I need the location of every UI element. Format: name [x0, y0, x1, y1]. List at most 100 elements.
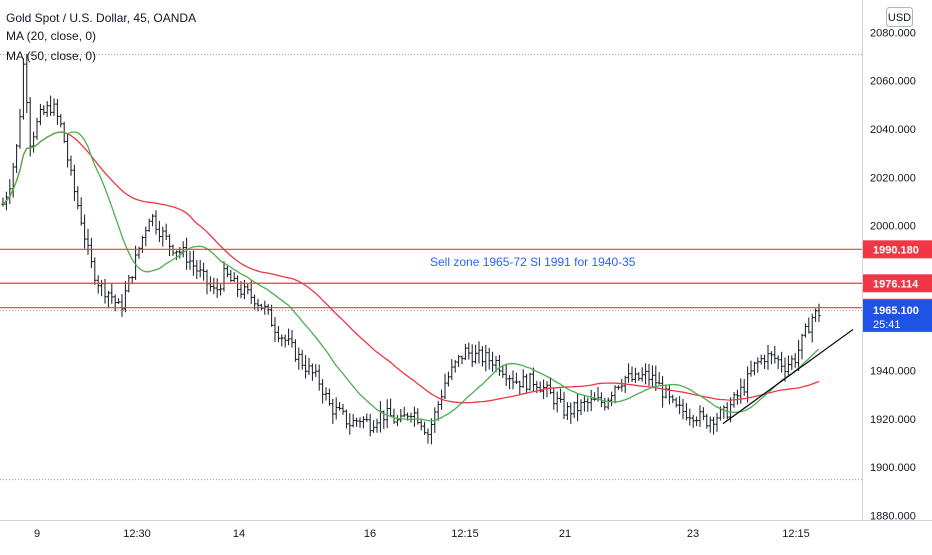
candle[interactable] [113, 294, 117, 312]
candle[interactable] [548, 377, 552, 394]
candle[interactable] [300, 349, 304, 370]
candle[interactable] [59, 113, 63, 128]
candle[interactable] [735, 389, 739, 405]
candle[interactable] [419, 419, 423, 431]
candle[interactable] [681, 398, 685, 420]
candle[interactable] [446, 371, 450, 387]
candle[interactable] [603, 397, 607, 411]
candle[interactable] [715, 412, 719, 432]
candle[interactable] [443, 373, 447, 400]
sell-zone-annotation[interactable]: Sell zone 1965-72 Sl 1991 for 1940-35 [430, 255, 636, 269]
candle[interactable] [416, 408, 420, 425]
candle[interactable] [93, 257, 97, 285]
candle[interactable] [763, 354, 767, 370]
candle[interactable] [198, 259, 202, 278]
candle[interactable] [164, 223, 168, 241]
candle[interactable] [290, 329, 294, 348]
candle[interactable] [671, 394, 675, 404]
candle[interactable] [86, 228, 90, 255]
candle[interactable] [355, 417, 359, 427]
candle[interactable] [38, 103, 42, 126]
candle[interactable] [725, 402, 729, 420]
candle[interactable] [450, 359, 454, 381]
candle[interactable] [606, 397, 610, 410]
candle[interactable] [661, 375, 665, 408]
candle[interactable] [616, 385, 620, 391]
candle[interactable] [429, 418, 433, 445]
candle[interactable] [21, 58, 25, 120]
candle[interactable] [691, 414, 695, 428]
time-axis[interactable]: 9 12:30 14 16 12:15 21 23 12:15 [34, 528, 810, 540]
candle[interactable] [219, 284, 223, 296]
candle[interactable] [266, 304, 270, 315]
candle[interactable] [32, 131, 36, 153]
candle[interactable] [395, 415, 399, 427]
candle[interactable] [385, 399, 389, 429]
candle[interactable] [531, 367, 535, 392]
candle[interactable] [501, 364, 505, 378]
candle[interactable] [28, 97, 32, 157]
candle[interactable] [402, 406, 406, 418]
candle[interactable] [480, 346, 484, 367]
candle[interactable] [35, 117, 39, 140]
candle[interactable] [344, 409, 348, 429]
candle[interactable] [518, 380, 522, 396]
candle[interactable] [586, 397, 590, 412]
candle[interactable] [317, 364, 321, 391]
candle[interactable] [327, 388, 331, 406]
candle[interactable] [657, 372, 661, 385]
candle[interactable] [457, 354, 461, 368]
candle[interactable] [688, 408, 692, 426]
candle[interactable] [426, 428, 430, 444]
candle[interactable] [72, 164, 76, 201]
candle[interactable] [307, 357, 311, 376]
candle[interactable] [525, 373, 529, 394]
candle[interactable] [310, 363, 314, 381]
candle[interactable] [365, 413, 369, 422]
candle[interactable] [620, 379, 624, 392]
candle[interactable] [283, 334, 287, 348]
candle[interactable] [565, 402, 569, 421]
candle[interactable] [640, 367, 644, 382]
candle[interactable] [708, 416, 712, 433]
candle[interactable] [276, 326, 280, 343]
candle[interactable] [297, 347, 301, 370]
candle[interactable] [793, 353, 797, 368]
candle[interactable] [222, 261, 226, 292]
candle[interactable] [168, 234, 172, 257]
candle[interactable] [18, 109, 22, 149]
candle[interactable] [674, 397, 678, 408]
candle[interactable] [494, 355, 498, 373]
candle[interactable] [695, 416, 699, 427]
candle[interactable] [144, 226, 148, 247]
candle[interactable] [684, 403, 688, 421]
candle[interactable] [576, 393, 580, 422]
candle[interactable] [287, 328, 291, 346]
candle[interactable] [304, 355, 308, 379]
candle[interactable] [409, 412, 413, 423]
candle[interactable] [185, 237, 189, 270]
candle[interactable] [361, 416, 365, 429]
candle[interactable] [776, 355, 780, 370]
candle[interactable] [52, 98, 56, 116]
candle[interactable] [766, 345, 770, 370]
candle[interactable] [593, 392, 597, 401]
candle[interactable] [667, 385, 671, 405]
candle[interactable] [613, 385, 617, 404]
candle[interactable] [814, 308, 818, 322]
candle[interactable] [504, 363, 508, 387]
candle[interactable] [647, 363, 651, 387]
candle[interactable] [521, 369, 525, 388]
candle[interactable] [487, 347, 491, 370]
candle[interactable] [392, 408, 396, 424]
candle[interactable] [773, 345, 777, 364]
candle[interactable] [25, 53, 29, 114]
candle[interactable] [790, 355, 794, 371]
ma20-legend[interactable]: MA (20, close, 0) [6, 29, 96, 43]
candle[interactable] [467, 342, 471, 360]
candle[interactable] [157, 220, 161, 243]
candle[interactable] [463, 343, 467, 361]
candle[interactable] [147, 218, 151, 232]
candle[interactable] [375, 418, 379, 433]
